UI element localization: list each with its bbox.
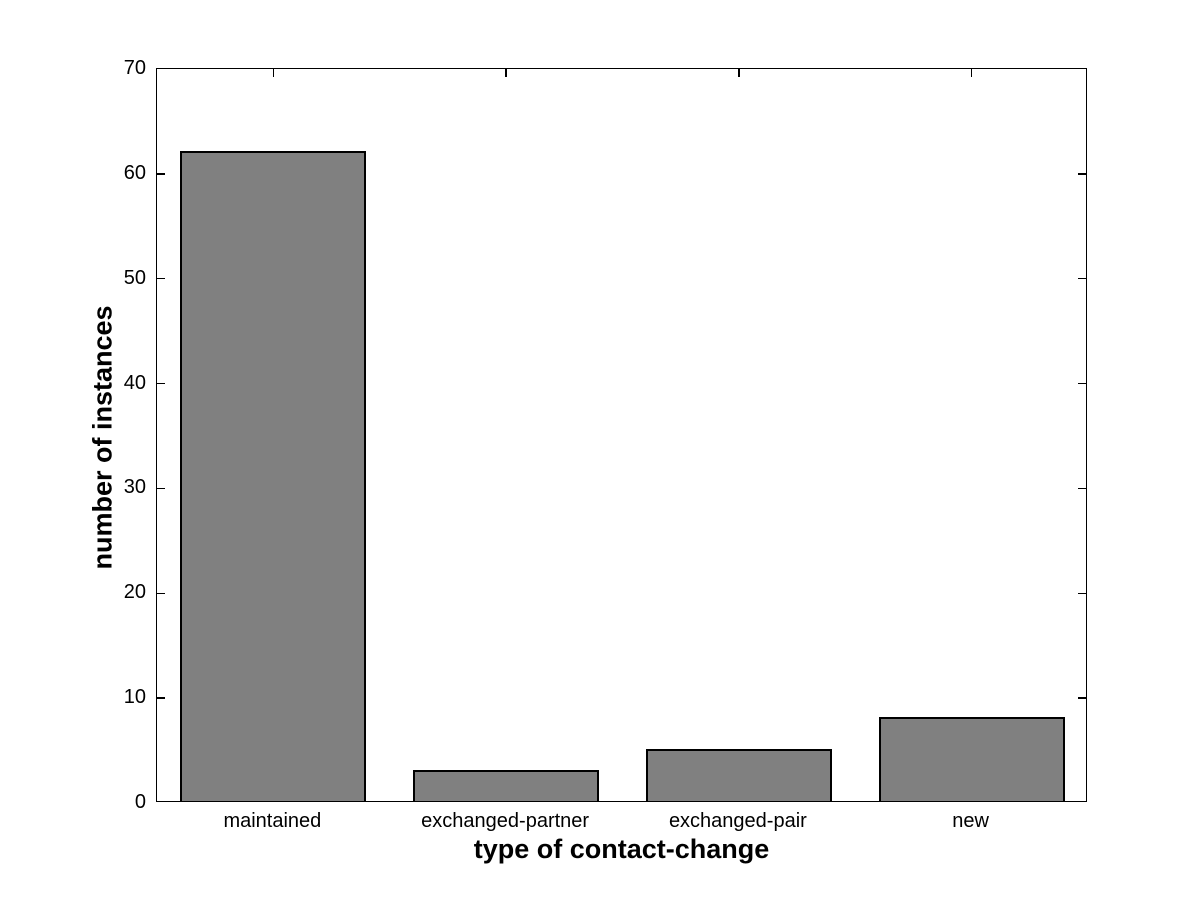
x-tick-label-new: new bbox=[952, 810, 989, 832]
plot-area bbox=[156, 68, 1087, 802]
y-axis-label: number of instances bbox=[87, 305, 118, 570]
y-tick-label-70: 70 bbox=[123, 57, 146, 79]
x-tick-top-exchanged-pair bbox=[738, 69, 740, 77]
bar-exchanged-partner bbox=[413, 769, 600, 801]
y-tick-label-40: 40 bbox=[123, 371, 146, 394]
y-tick-label-50: 50 bbox=[123, 266, 146, 289]
y-tick-label-20: 20 bbox=[123, 581, 146, 604]
x-tick-label-exchanged-pair: exchanged-pair bbox=[668, 810, 807, 832]
y-tick-right-20 bbox=[1078, 592, 1086, 595]
x-tick-top-maintained bbox=[272, 69, 275, 77]
y-tick-label-0: 0 bbox=[134, 791, 146, 813]
x-tick-label-exchanged-partner: exchanged-partner bbox=[421, 810, 590, 832]
y-tick-left-60 bbox=[157, 173, 165, 175]
y-tick-right-60 bbox=[1078, 173, 1086, 175]
bar-new bbox=[878, 717, 1065, 801]
bar-maintained bbox=[180, 150, 367, 801]
y-tick-right-40 bbox=[1078, 382, 1086, 385]
x-tick-label-maintained: maintained bbox=[223, 810, 322, 832]
x-tick-top-exchanged-partner bbox=[505, 69, 507, 77]
y-tick-left-30 bbox=[157, 487, 165, 490]
bar-exchanged-pair bbox=[645, 748, 832, 801]
y-tick-right-50 bbox=[1078, 277, 1086, 280]
x-tick-top-new bbox=[970, 69, 973, 77]
y-tick-label-10: 10 bbox=[123, 686, 146, 709]
y-tick-left-40 bbox=[157, 382, 165, 385]
y-tick-left-50 bbox=[157, 277, 165, 280]
y-tick-left-20 bbox=[157, 592, 165, 595]
y-tick-left-10 bbox=[157, 697, 165, 699]
x-axis-label: type of contact-change bbox=[473, 834, 770, 864]
y-tick-right-10 bbox=[1078, 697, 1086, 699]
y-tick-label-30: 30 bbox=[123, 476, 146, 499]
y-tick-right-30 bbox=[1078, 487, 1086, 490]
y-tick-label-60: 60 bbox=[123, 161, 146, 184]
